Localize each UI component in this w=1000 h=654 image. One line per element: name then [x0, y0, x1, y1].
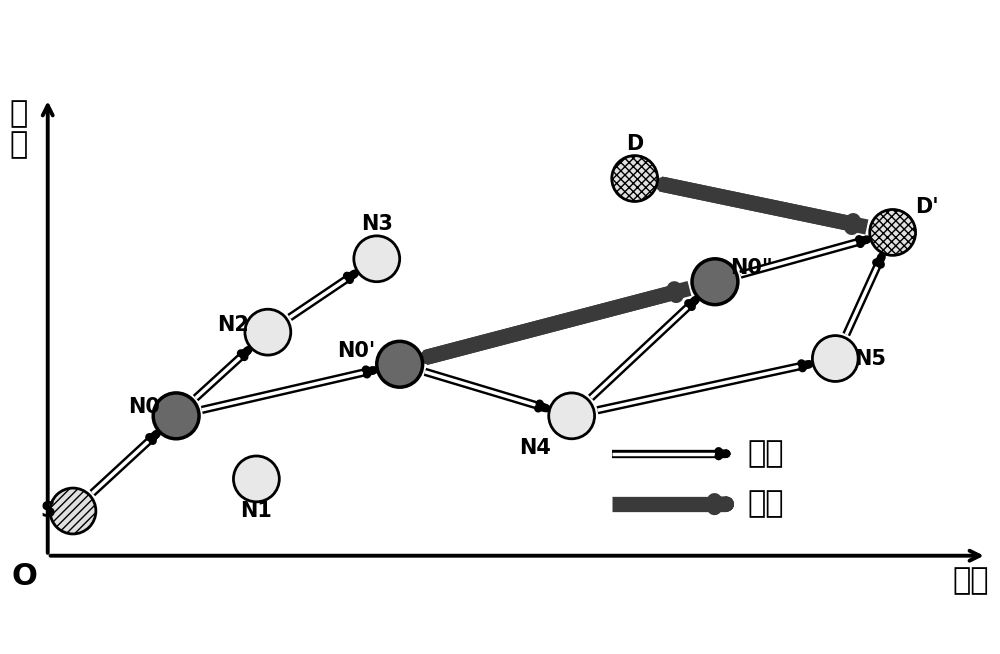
Circle shape — [377, 341, 423, 387]
Text: O: O — [12, 562, 38, 591]
Circle shape — [870, 209, 916, 255]
Circle shape — [692, 259, 738, 305]
Circle shape — [549, 393, 595, 439]
Circle shape — [153, 393, 199, 439]
Text: N0: N0 — [128, 397, 160, 417]
Circle shape — [612, 156, 658, 201]
Circle shape — [812, 336, 858, 381]
Text: N0": N0" — [730, 258, 773, 278]
Circle shape — [233, 456, 279, 502]
Text: N1: N1 — [240, 501, 272, 521]
Circle shape — [245, 309, 291, 355]
Text: N2: N2 — [218, 315, 249, 336]
Text: 数据: 数据 — [747, 439, 784, 468]
Circle shape — [354, 236, 400, 282]
Text: S: S — [40, 501, 55, 521]
Text: 空
间: 空 间 — [10, 99, 28, 160]
Text: N5: N5 — [854, 349, 886, 368]
Text: D': D' — [915, 198, 939, 217]
Text: N3: N3 — [361, 215, 393, 234]
Text: 时间: 时间 — [952, 566, 989, 595]
Circle shape — [50, 488, 96, 534]
Text: D: D — [626, 134, 643, 154]
Text: 移动: 移动 — [747, 490, 784, 519]
Text: N4: N4 — [519, 438, 551, 458]
Text: N0': N0' — [337, 341, 375, 360]
